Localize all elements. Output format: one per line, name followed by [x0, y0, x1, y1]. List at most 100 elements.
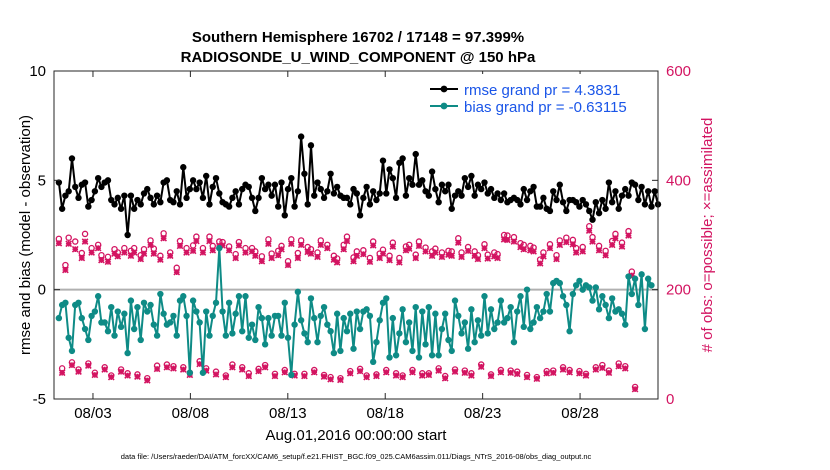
bias-point: [399, 306, 406, 313]
bias-point: [284, 334, 292, 341]
rmse-point: [612, 188, 619, 195]
assimilated-obs-marker: [183, 249, 190, 256]
assimilated-obs-marker: [553, 255, 560, 263]
assimilated-obs-marker: [598, 364, 606, 372]
bias-point: [455, 312, 462, 320]
assimilated-obs-marker: [179, 366, 187, 373]
assimilated-obs-marker: [356, 367, 364, 375]
assimilated-obs-marker: [294, 254, 302, 262]
bias-point: [579, 286, 586, 293]
bias-point: [173, 332, 180, 339]
assimilated-obs-marker: [409, 368, 416, 376]
assimilated-obs-marker: [117, 368, 125, 376]
rmse-point: [435, 199, 442, 206]
rmse-point: [288, 174, 295, 182]
possible-obs-marker: [65, 234, 72, 241]
bias-series: [55, 244, 655, 379]
rmse-point: [327, 170, 334, 177]
possible-obs-marker: [81, 230, 89, 238]
bias-point: [216, 244, 223, 252]
bias-point: [340, 314, 347, 322]
bias-point: [160, 310, 167, 317]
legend-bias-label: bias grand pr = -0.63115: [464, 99, 627, 116]
bias-point: [566, 328, 573, 335]
rmse-point: [536, 203, 544, 210]
left-y-tick-label: 10: [29, 63, 46, 80]
rmse-point: [386, 166, 393, 173]
legend-bias-marker: [440, 102, 448, 110]
bias-point: [78, 314, 85, 322]
assimilated-obs-marker: [497, 368, 505, 376]
rmse-point: [235, 201, 243, 208]
rmse-point: [500, 190, 508, 197]
rmse-point: [265, 181, 272, 188]
assimilated-obs-marker: [242, 249, 249, 256]
rmse-point: [445, 181, 452, 188]
bias-point: [599, 293, 606, 300]
bias-point: [592, 284, 599, 291]
assimilated-obs-marker: [333, 258, 341, 266]
assimilated-obs-marker: [343, 237, 351, 245]
assimilated-obs-marker: [523, 373, 531, 381]
rmse-point: [170, 199, 177, 206]
assimilated-obs-marker: [520, 245, 528, 253]
rmse-point: [144, 185, 151, 193]
bias-point: [55, 314, 63, 322]
rmse-point: [229, 194, 236, 202]
assimilated-obs-marker: [543, 369, 551, 377]
bias-point: [127, 297, 135, 304]
bias-point: [137, 336, 144, 344]
assimilated-obs-marker: [621, 365, 629, 372]
rmse-point: [180, 164, 187, 171]
rmse-point: [320, 194, 328, 202]
assimilated-obs-marker: [468, 372, 475, 379]
rmse-point: [379, 157, 387, 164]
rmse-point: [615, 205, 622, 212]
legend-box: [420, 74, 656, 116]
bias-point: [330, 349, 338, 357]
rmse-point: [373, 196, 380, 204]
bias-point: [268, 332, 275, 339]
bias-point: [324, 321, 331, 328]
bias-point: [461, 319, 469, 326]
assimilated-obs-marker: [124, 372, 131, 379]
rmse-series: [55, 133, 662, 239]
rmse-point: [576, 203, 583, 210]
bias-point: [602, 301, 609, 309]
bias-point: [317, 312, 324, 320]
rmse-point: [275, 203, 282, 210]
assimilated-obs-marker: [448, 252, 456, 260]
bias-point: [379, 299, 387, 306]
bias-point: [291, 321, 298, 328]
bias-point: [589, 297, 596, 304]
assimilated-obs-marker: [366, 258, 374, 266]
rmse-point: [150, 201, 158, 208]
bias-point: [288, 371, 295, 379]
x-axis-label: Aug.01,2016 00:00:00 start: [266, 427, 448, 444]
rmse-point: [383, 190, 390, 197]
assimilated-obs-marker: [474, 255, 482, 263]
assimilated-obs-marker: [592, 366, 600, 373]
assimilated-obs-marker: [320, 373, 328, 380]
bias-point: [222, 332, 230, 339]
bias-point: [533, 303, 541, 311]
assimilated-obs-marker: [386, 256, 393, 264]
rmse-point: [556, 181, 563, 188]
bias-point: [536, 314, 544, 322]
assimilated-obs-marker: [569, 240, 577, 248]
bias-point: [628, 290, 636, 298]
assimilated-obs-marker: [530, 248, 537, 255]
rmse-point: [124, 231, 131, 239]
rmse-point: [216, 190, 223, 197]
assimilated-obs-marker: [317, 241, 325, 249]
assimilated-obs-marker: [327, 375, 334, 383]
bias-point: [353, 308, 360, 315]
rmse-point: [356, 212, 364, 219]
assimilated-obs-marker: [392, 372, 400, 379]
bias-point: [314, 338, 321, 346]
assimilated-obs-marker: [91, 371, 99, 379]
bias-point: [248, 321, 256, 328]
bias-point: [104, 328, 112, 335]
bias-point: [261, 341, 269, 348]
